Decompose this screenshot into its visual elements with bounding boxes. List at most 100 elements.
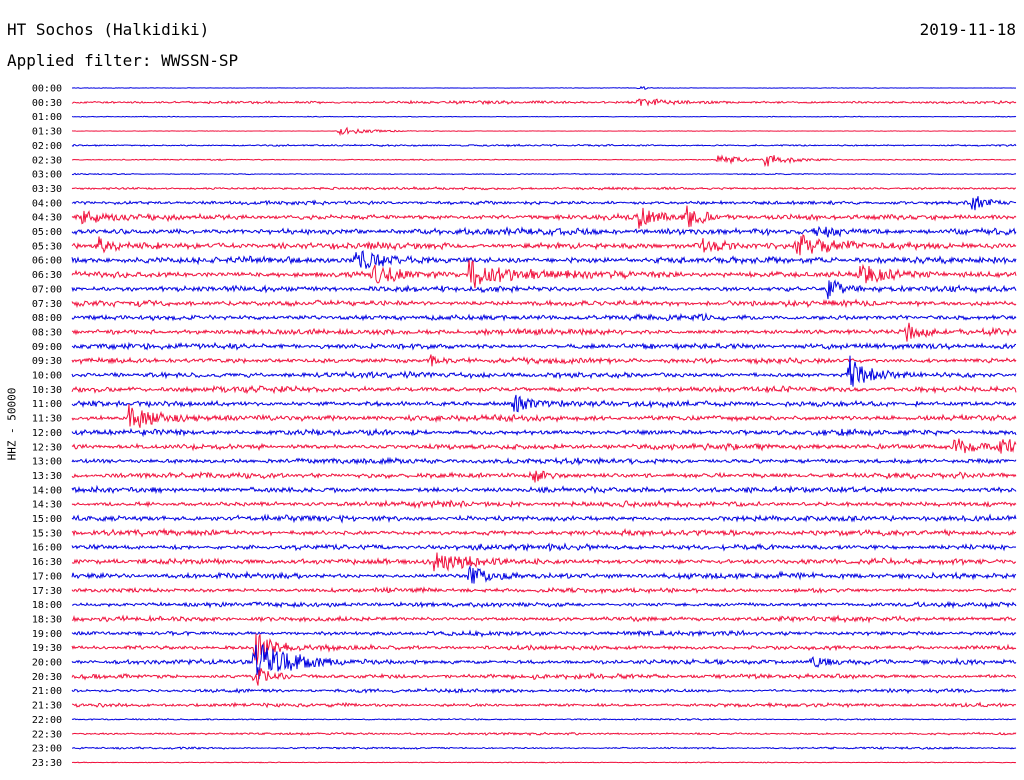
trace-row-0730 — [71, 298, 1017, 309]
trace-row-1830 — [71, 614, 1017, 624]
trace-row-2030 — [71, 668, 1017, 686]
tick-label: 22:30 — [32, 729, 62, 740]
tick-label: 15:30 — [32, 528, 62, 539]
trace-row-0700 — [71, 279, 1017, 300]
tick-label: 00:00 — [32, 84, 62, 95]
tick-label: 04:00 — [32, 198, 62, 209]
tick-label: 02:00 — [32, 141, 62, 152]
trace-row-0630 — [71, 259, 1017, 289]
filter-label: Applied filter: WWSSN-SP — [7, 51, 239, 70]
tick-label: 13:30 — [32, 471, 62, 482]
tick-label: 21:00 — [32, 686, 62, 697]
trace-row-0830 — [71, 322, 1017, 342]
tick-label: 09:00 — [32, 342, 62, 353]
trace-row-0330 — [71, 185, 1017, 191]
trace-row-2200 — [71, 717, 1017, 721]
tick-label: 19:00 — [32, 629, 62, 640]
trace-row-1900 — [71, 629, 1017, 638]
trace-row-1530 — [71, 527, 1017, 538]
trace-row-0000 — [71, 85, 1017, 90]
tick-label: 20:30 — [32, 672, 62, 683]
trace-row-1000 — [71, 355, 1017, 387]
trace-row-1230 — [71, 438, 1017, 454]
tick-label: 15:00 — [32, 514, 62, 525]
tick-label: 01:30 — [32, 127, 62, 138]
trace-row-1730 — [71, 586, 1017, 595]
tick-label: 21:30 — [32, 701, 62, 712]
tick-label: 19:30 — [32, 643, 62, 654]
tick-label: 13:00 — [32, 457, 62, 468]
trace-row-1330 — [71, 470, 1017, 483]
tick-label: 18:30 — [32, 614, 62, 625]
tick-label: 07:30 — [32, 299, 62, 310]
trace-row-2300 — [71, 745, 1017, 750]
trace-row-0030 — [71, 98, 1017, 107]
tick-label: 04:30 — [32, 213, 62, 224]
trace-row-1100 — [71, 394, 1017, 413]
tick-label: 10:30 — [32, 385, 62, 396]
tick-label: 09:30 — [32, 356, 62, 367]
tick-label: 16:30 — [32, 557, 62, 568]
tick-label: 02:30 — [32, 155, 62, 166]
trace-row-1400 — [71, 484, 1017, 495]
tick-label: 11:00 — [32, 399, 62, 410]
seismic-traces — [71, 85, 1017, 764]
tick-label: 20:00 — [32, 658, 62, 669]
tick-label: 01:00 — [32, 112, 62, 123]
trace-row-2230 — [71, 731, 1017, 737]
tick-label: 14:30 — [32, 500, 62, 511]
trace-row-1300 — [71, 456, 1017, 466]
trace-row-0430 — [71, 205, 1017, 229]
trace-row-1930 — [71, 633, 1017, 665]
tick-label: 03:30 — [32, 184, 62, 195]
trace-row-2000 — [71, 644, 1017, 680]
tick-label: 14:00 — [32, 485, 62, 496]
trace-row-0500 — [71, 225, 1017, 238]
trace-row-2100 — [71, 687, 1017, 695]
tick-label: 23:30 — [32, 758, 62, 769]
tick-label: 07:00 — [32, 284, 62, 295]
trace-row-0200 — [71, 143, 1017, 148]
tick-label: 17:30 — [32, 586, 62, 597]
trace-row-0530 — [71, 234, 1017, 256]
time-tick-labels: 00:00 00:30 01:00 01:30 02:00 02:30 03:00 03:30… — [32, 84, 62, 769]
tick-label: 17:00 — [32, 571, 62, 582]
tick-label: 23:00 — [32, 744, 62, 755]
tick-label: 05:30 — [32, 241, 62, 252]
trace-row-1800 — [71, 600, 1017, 610]
trace-row-0230 — [71, 154, 1017, 168]
trace-row-0300 — [71, 172, 1017, 176]
trace-row-1430 — [71, 499, 1017, 509]
tick-label: 08:00 — [32, 313, 62, 324]
trace-row-0130 — [71, 126, 1017, 137]
tick-label: 18:00 — [32, 600, 62, 611]
trace-row-1200 — [71, 427, 1017, 438]
tick-label: 00:30 — [32, 98, 62, 109]
trace-row-2130 — [71, 701, 1017, 709]
tick-label: 05:00 — [32, 227, 62, 238]
tick-label: 03:00 — [32, 170, 62, 181]
trace-row-1700 — [71, 564, 1017, 584]
tick-label: 06:00 — [32, 256, 62, 267]
tick-label: 10:00 — [32, 371, 62, 382]
trace-row-0100 — [71, 115, 1017, 118]
trace-row-1600 — [71, 542, 1017, 553]
tick-label: 22:00 — [32, 715, 62, 726]
trace-row-2330 — [71, 761, 1017, 764]
tick-label: 12:30 — [32, 442, 62, 453]
tick-label: 08:30 — [32, 327, 62, 338]
trace-row-1130 — [71, 403, 1017, 428]
trace-row-1630 — [71, 552, 1017, 572]
date-label: 2019-11-18 — [919, 20, 1016, 39]
trace-row-0900 — [71, 341, 1017, 351]
station-title: HT Sochos (Halkidiki) — [7, 20, 210, 39]
trace-row-0600 — [71, 250, 1017, 269]
trace-row-1030 — [71, 384, 1017, 395]
tick-label: 12:00 — [32, 428, 62, 439]
tick-label: 16:00 — [32, 543, 62, 554]
trace-row-0800 — [71, 312, 1017, 322]
tick-label: 06:30 — [32, 270, 62, 281]
trace-row-0930 — [71, 354, 1017, 367]
trace-row-0400 — [71, 196, 1017, 211]
